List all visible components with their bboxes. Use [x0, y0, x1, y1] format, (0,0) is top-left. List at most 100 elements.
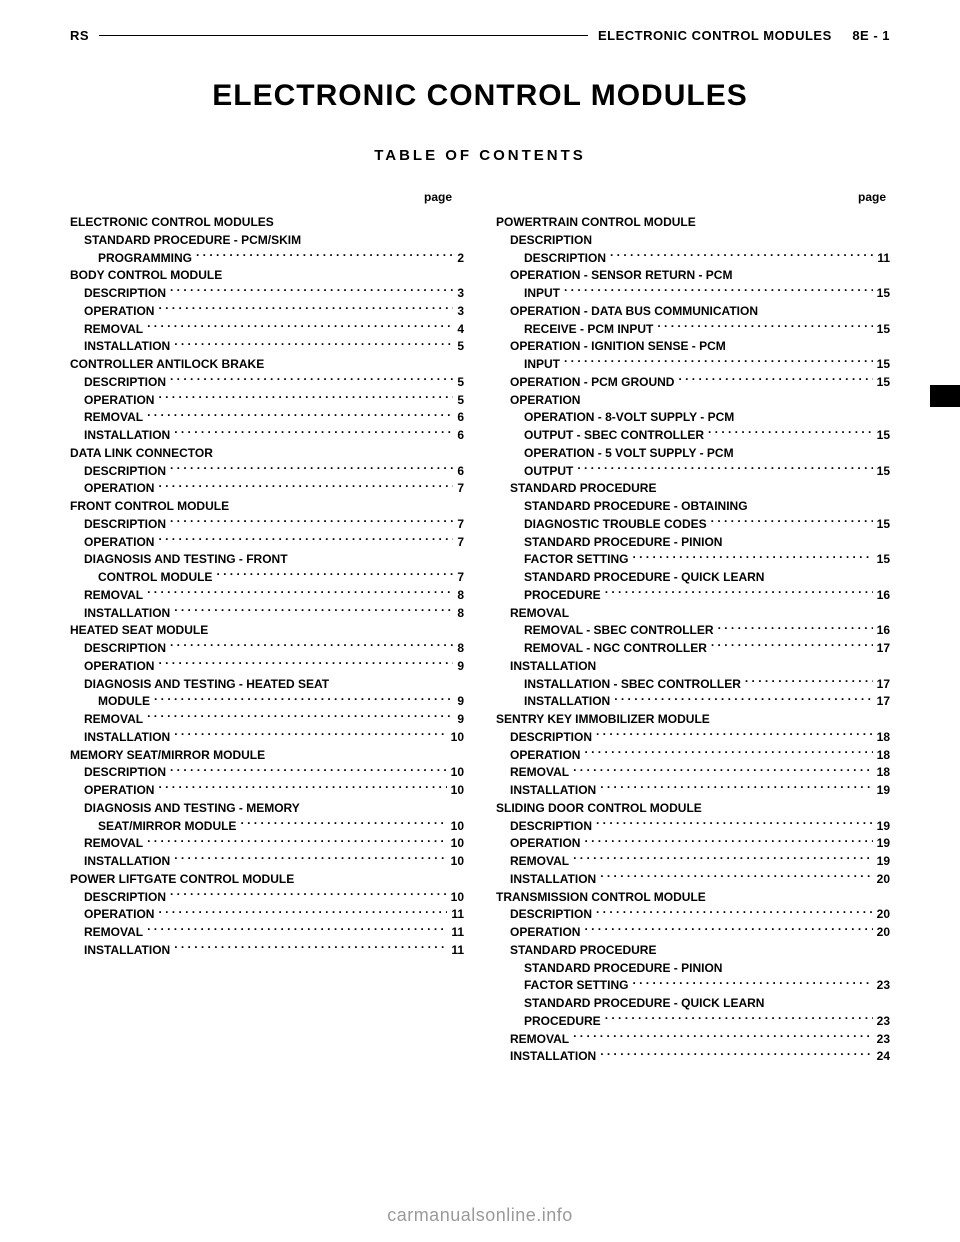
toc-entry: INSTALLATION10: [70, 729, 464, 747]
toc-section-title: HEATED SEAT MODULE: [70, 622, 464, 640]
toc-entry-label: REMOVAL: [70, 924, 147, 942]
toc-leaders: [584, 924, 872, 936]
toc-entry-label: INSTALLATION: [70, 338, 174, 356]
toc-entry-label: OPERATION - 5 VOLT SUPPLY - PCM: [496, 445, 738, 463]
toc-entry-label: DIAGNOSIS AND TESTING - HEATED SEAT: [70, 676, 333, 694]
toc-section-title: SENTRY KEY IMMOBILIZER MODULE: [496, 711, 890, 729]
toc-entry-page: 8: [453, 605, 464, 623]
toc-leaders: [573, 764, 873, 776]
toc-entry: OPERATION - IGNITION SENSE - PCM: [496, 338, 890, 356]
toc-leaders: [174, 942, 447, 954]
toc-entry-page: 23: [873, 1013, 890, 1031]
toc-entry-label: DESCRIPTION: [496, 232, 596, 250]
header-section: ELECTRONIC CONTROL MODULES: [598, 28, 832, 43]
toc-entry-label: REMOVAL: [70, 587, 147, 605]
toc-entry-page: 17: [873, 640, 890, 658]
toc-entry-label: DESCRIPTION: [70, 374, 170, 392]
toc-entry-label: DESCRIPTION: [496, 906, 596, 924]
toc-entry-label: INSTALLATION: [496, 782, 600, 800]
section-tab-mark: [930, 385, 960, 407]
toc-entry-page: 11: [447, 906, 464, 924]
toc-entry-page: 15: [873, 321, 890, 339]
toc-entry: OPERATION11: [70, 906, 464, 924]
toc-entry-page: 18: [873, 729, 890, 747]
toc-entry-label: DESCRIPTION: [496, 729, 596, 747]
header-rule: [99, 35, 588, 37]
header-page-ref: 8E - 1: [852, 28, 890, 43]
toc-leaders: [632, 551, 872, 563]
toc-entry-label: DESCRIPTION: [70, 285, 170, 303]
toc-entry: REMOVAL4: [70, 321, 464, 339]
toc-entry-label: INPUT: [496, 356, 564, 374]
toc-entry: STANDARD PROCEDURE - PINION: [496, 960, 890, 978]
toc-entry-page: 15: [873, 463, 890, 481]
toc-entry-label: REMOVAL - NGC CONTROLLER: [496, 640, 711, 658]
toc-leaders: [147, 711, 453, 723]
toc-entry-label: OPERATION - IGNITION SENSE - PCM: [496, 338, 730, 356]
toc-entry: FACTOR SETTING15: [496, 551, 890, 569]
toc-section: ELECTRONIC CONTROL MODULESSTANDARD PROCE…: [70, 214, 464, 267]
toc-entry: INSTALLATION 19: [496, 782, 890, 800]
toc-entry: PROCEDURE16: [496, 587, 890, 605]
toc-entry: DESCRIPTION: [496, 232, 890, 250]
toc-section-title: POWERTRAIN CONTROL MODULE: [496, 214, 890, 232]
toc-entry-label: INSTALLATION: [496, 871, 600, 889]
toc-leaders: [147, 587, 453, 599]
toc-entry-page: 9: [453, 711, 464, 729]
toc-leaders: [632, 977, 872, 989]
toc-leaders: [174, 427, 453, 439]
toc-entry: INSTALLATION: [496, 658, 890, 676]
toc-entry-page: 19: [873, 853, 890, 871]
toc-section-title: CONTROLLER ANTILOCK BRAKE: [70, 356, 464, 374]
toc-section: CONTROLLER ANTILOCK BRAKEDESCRIPTION5OPE…: [70, 356, 464, 445]
toc-entry-page: 16: [873, 587, 890, 605]
toc-entry: OPERATION7: [70, 534, 464, 552]
toc-leaders: [657, 321, 872, 333]
toc-entry: INSTALLATION6: [70, 427, 464, 445]
toc-entry-label: INSTALLATION: [70, 729, 174, 747]
toc-heading: TABLE OF CONTENTS: [70, 147, 890, 164]
toc-entry-page: 3: [453, 285, 464, 303]
toc-leaders: [158, 782, 446, 794]
toc-entry: OPERATION19: [496, 835, 890, 853]
toc-entry-label: INPUT: [496, 285, 564, 303]
toc-entry-label: FACTOR SETTING: [496, 977, 632, 995]
toc-entry-label: DESCRIPTION: [70, 889, 170, 907]
toc-section-title: TRANSMISSION CONTROL MODULE: [496, 889, 890, 907]
toc-entry: REMOVAL19: [496, 853, 890, 871]
toc-entry: REMOVAL18: [496, 764, 890, 782]
toc-entry: OPERATION - 8-VOLT SUPPLY - PCM: [496, 409, 890, 427]
toc-leaders: [596, 729, 873, 741]
toc-entry-page: 5: [453, 392, 464, 410]
toc-entry-page: 11: [447, 942, 464, 960]
page-container: RS ELECTRONIC CONTROL MODULES 8E - 1 ELE…: [0, 0, 960, 1242]
toc-entry: REMOVAL8: [70, 587, 464, 605]
toc-entry-label: INSTALLATION: [70, 942, 174, 960]
toc-page-labels: page page: [70, 190, 890, 204]
toc-entry-page: 19: [873, 782, 890, 800]
toc-entry-label: STANDARD PROCEDURE - PINION: [496, 534, 726, 552]
toc-leaders: [158, 534, 453, 546]
toc-entry-label: INSTALLATION: [70, 853, 174, 871]
toc-entry: DESCRIPTION 18: [496, 729, 890, 747]
toc-section: MEMORY SEAT/MIRROR MODULEDESCRIPTION10OP…: [70, 747, 464, 871]
toc-entry: REMOVAL: [496, 605, 890, 623]
toc-leaders: [605, 587, 873, 599]
toc-section: POWER LIFTGATE CONTROL MODULEDESCRIPTION…: [70, 871, 464, 960]
toc-entry-page: 6: [453, 427, 464, 445]
toc-leaders: [610, 250, 873, 262]
toc-leaders: [708, 427, 873, 439]
toc-section: POWERTRAIN CONTROL MODULEDESCRIPTIONDESC…: [496, 214, 890, 711]
toc-section-title: POWER LIFTGATE CONTROL MODULE: [70, 871, 464, 889]
toc-entry-page: 15: [873, 427, 890, 445]
toc-leaders: [584, 747, 872, 759]
header-right: ELECTRONIC CONTROL MODULES 8E - 1: [598, 28, 890, 43]
toc-entry: DESCRIPTION6: [70, 463, 464, 481]
toc-entry: REMOVAL9: [70, 711, 464, 729]
toc-entry-page: 24: [873, 1048, 890, 1066]
toc-entry-label: INSTALLATION - SBEC CONTROLLER: [496, 676, 745, 694]
toc-entry-label: OPERATION: [70, 658, 158, 676]
toc-entry-label: REMOVAL: [70, 835, 147, 853]
toc-leaders: [170, 764, 447, 776]
toc-entry-label: STANDARD PROCEDURE - PINION: [496, 960, 726, 978]
